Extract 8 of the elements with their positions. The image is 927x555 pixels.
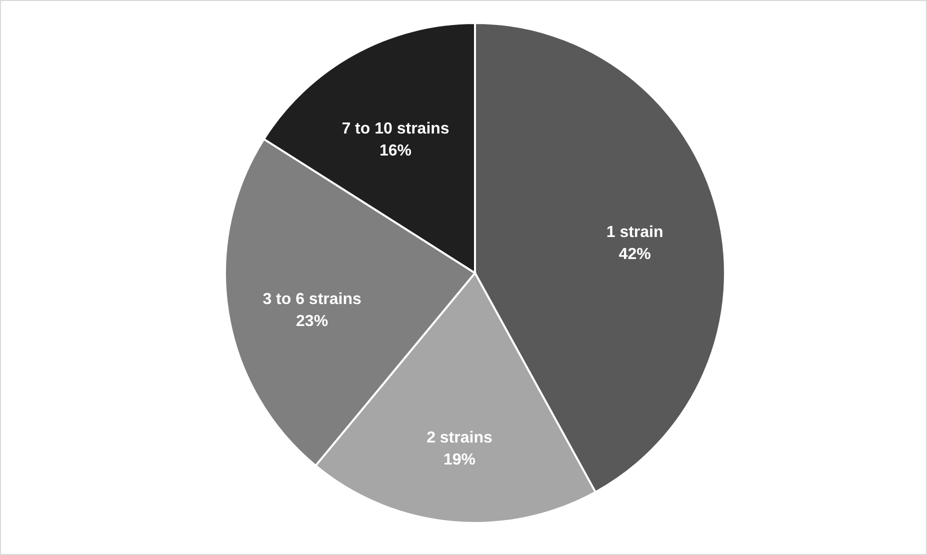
slice-label: 7 to 10 strains [342, 120, 450, 138]
slice-label: 3 to 6 strains [262, 290, 362, 308]
data-label: 16% [379, 142, 412, 160]
data-label: 42% [618, 246, 651, 263]
data-label: 19% [443, 451, 476, 468]
data-label: 23% [296, 312, 328, 330]
slice-label: 2 strains [426, 429, 492, 446]
slice-label: 1 strain [606, 224, 664, 241]
